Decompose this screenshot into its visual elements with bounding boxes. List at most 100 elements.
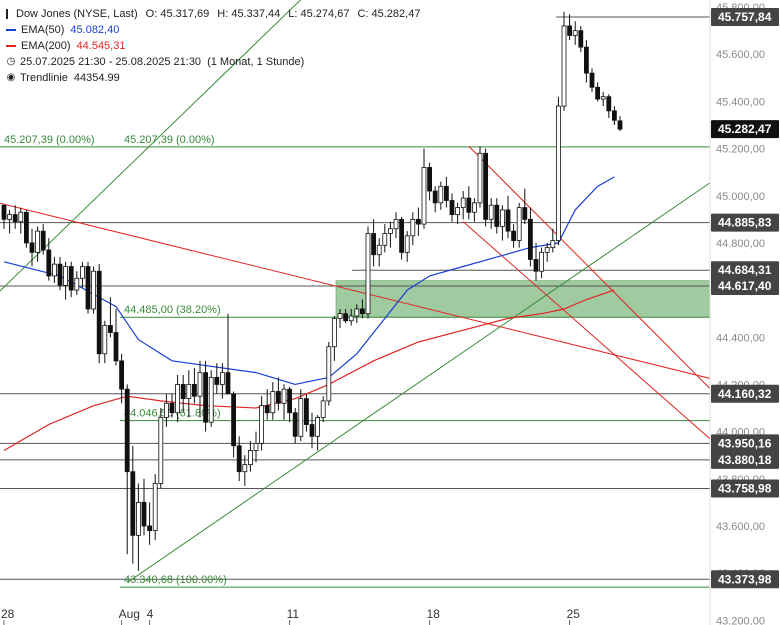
candle-body [471, 202, 477, 213]
ohlc-low: 45.274,67 [300, 8, 350, 20]
trendline[interactable] [462, 221, 715, 444]
trendline-icon: ◉ [6, 72, 16, 83]
trendline-label: Trendlinie [20, 72, 68, 84]
candle-body [539, 251, 544, 272]
candle-body [113, 332, 119, 362]
candle-body [331, 317, 337, 348]
ohlc-low-label: L: [288, 8, 301, 20]
candle-body [617, 120, 623, 130]
candle-body [102, 325, 108, 355]
price-level-tag-label: 45.757,84 [718, 10, 772, 24]
trendline[interactable] [0, 202, 715, 380]
candle-body [29, 242, 35, 253]
candle-body [298, 398, 304, 437]
candle-body [18, 211, 24, 223]
ohlc-close-label: C: [357, 8, 372, 20]
price-level-tag [711, 434, 779, 453]
candle-body [46, 249, 52, 277]
candle-body [516, 207, 522, 241]
y-axis-background [710, 0, 780, 625]
candle-body [287, 388, 293, 414]
candle-body [163, 402, 169, 418]
clock-icon: ◷ [6, 56, 16, 67]
candle-body [455, 207, 461, 216]
candle-body [578, 30, 584, 48]
candle-body [208, 376, 214, 423]
candle-body [320, 400, 326, 418]
x-tick-label: 11 [287, 607, 300, 621]
candle-body [393, 218, 399, 230]
fib-level-label: 44.485,00 (38.20%) [124, 304, 221, 316]
candle-body [281, 388, 287, 404]
fib-level-label: 45.207,39 (0.00%) [4, 134, 95, 146]
price-level-tag [711, 120, 779, 139]
y-tick-label: 44.800,00 [716, 238, 765, 250]
candle-body [80, 266, 85, 279]
x-tick-label: 18 [427, 607, 441, 621]
y-tick-label: 43.600,00 [716, 521, 765, 533]
candle-body [219, 372, 225, 385]
ema200-value: 44.545,31 [76, 40, 126, 52]
trendline-value: 44354.99 [73, 72, 120, 84]
price-level-tag [711, 213, 779, 232]
candle-body [572, 30, 578, 36]
candle-body [348, 315, 354, 322]
candle-body [567, 25, 572, 36]
candle-body [247, 450, 253, 466]
candle-body [63, 266, 68, 286]
candle-body [214, 376, 220, 385]
ohlc-high: 45.337,44 [231, 8, 281, 20]
y-tick-label: 45.200,00 [716, 144, 765, 156]
candle-body [326, 346, 332, 402]
candle-body [23, 211, 29, 244]
ohlc-open: 45.317,69 [160, 8, 210, 20]
candle-body [432, 190, 438, 204]
price-level-tag [711, 261, 779, 280]
price-level-tag-label: 44.617,40 [718, 279, 772, 293]
candle-body [130, 471, 136, 536]
candle-body [556, 105, 561, 241]
candle-body [427, 167, 433, 192]
ema50-value: 45.082,40 [70, 24, 120, 36]
candle-body [511, 230, 517, 241]
candle-body [74, 277, 80, 291]
candle-body [191, 384, 197, 397]
candle-body [108, 325, 113, 333]
trendline[interactable] [126, 179, 715, 583]
legend-ema50[interactable]: EMA(50) 45.082,40 [6, 22, 420, 38]
trendline[interactable] [468, 145, 715, 394]
candle-body [292, 412, 298, 437]
price-level-tag-label: 44.885,83 [718, 216, 772, 230]
candle-body [169, 402, 175, 414]
candle-body [376, 244, 382, 256]
candle-body [612, 110, 617, 121]
candle-body [371, 233, 377, 256]
candle-body [236, 445, 242, 473]
candle-body [264, 405, 270, 414]
candle-body [180, 384, 186, 399]
legend-title-row: Dow Jones (NYSE, Last) O: 45.317,69 H: 4… [6, 6, 420, 22]
candle-body [466, 197, 472, 213]
chart-title: Dow Jones (NYSE, Last) [16, 8, 138, 20]
price-level-tag-label: 43.373,98 [718, 572, 772, 586]
legend-trendline[interactable]: ◉ Trendlinie 44354.99 [6, 70, 420, 86]
x-tick-label: 28 [1, 607, 15, 621]
candle-body [483, 152, 489, 220]
candle-body [477, 152, 483, 204]
candle-body [343, 313, 349, 322]
price-level-tag [711, 570, 779, 589]
candle-body [303, 398, 309, 425]
candle-body [410, 218, 416, 237]
trendline[interactable] [0, 0, 542, 292]
candle-body [460, 197, 466, 208]
candle-body [387, 228, 393, 234]
legend-ema200[interactable]: EMA(200) 44.545,31 [6, 38, 420, 54]
candle-body [438, 185, 444, 204]
candle-body [404, 235, 410, 253]
chart-legend: Dow Jones (NYSE, Last) O: 45.317,69 H: 4… [6, 6, 420, 86]
y-tick-label: 44.400,00 [716, 332, 765, 344]
candle-body [505, 209, 511, 232]
candle-body [147, 525, 153, 532]
candle-body [359, 308, 365, 315]
